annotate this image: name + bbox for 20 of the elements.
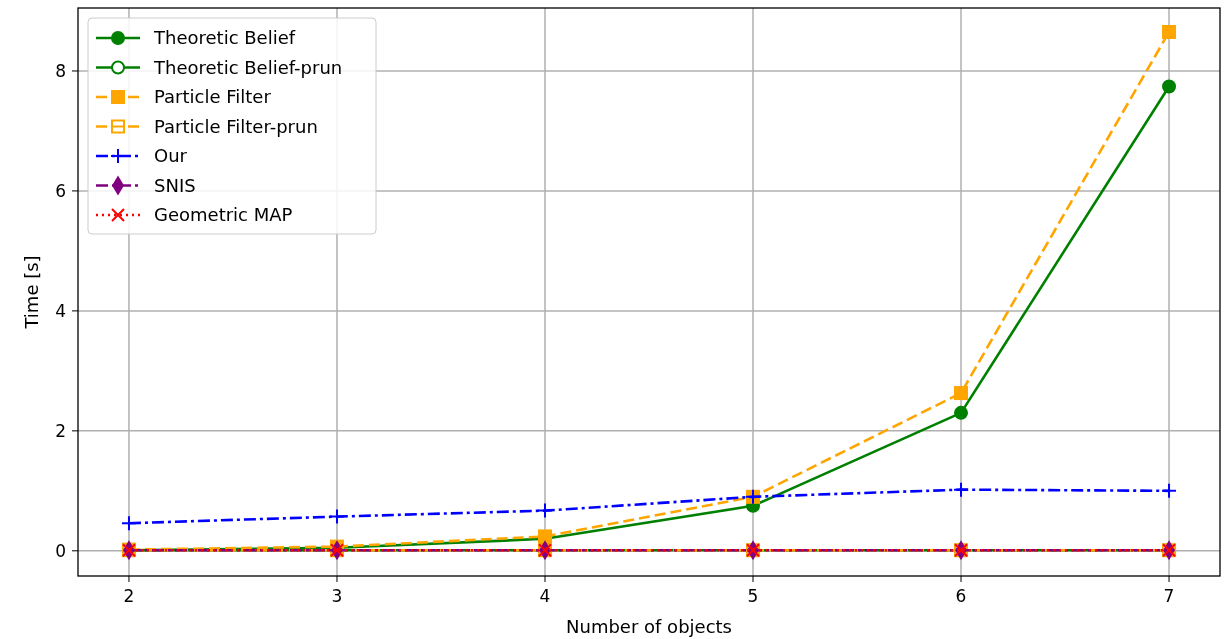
x-tick-label: 5 <box>747 586 759 606</box>
legend-label: Particle Filter <box>154 86 272 107</box>
x-axis-title: Number of objects <box>566 616 732 637</box>
x-tick-label: 3 <box>331 586 343 606</box>
x-tick-label: 4 <box>539 586 551 606</box>
y-tick-label: 4 <box>55 300 66 321</box>
legend-label: Theoretic Belief <box>153 27 296 48</box>
x-tick-label: 2 <box>123 586 135 606</box>
y-tick-label: 2 <box>55 420 66 441</box>
legend-label: Particle Filter-prun <box>154 115 318 137</box>
legend-label: Our <box>154 145 188 166</box>
x-tick-label: 7 <box>1163 586 1175 606</box>
y-tick-label: 8 <box>55 60 66 81</box>
y-tick-label: 0 <box>55 540 66 561</box>
x-tick-label: 6 <box>955 586 967 606</box>
legend-label: SNIS <box>154 174 196 196</box>
legend-label: Geometric MAP <box>154 204 293 225</box>
y-tick-label: 6 <box>55 180 66 201</box>
legend-label: Theoretic Belief-prun <box>153 56 343 78</box>
y-axis-title: Time [s] <box>21 255 42 330</box>
